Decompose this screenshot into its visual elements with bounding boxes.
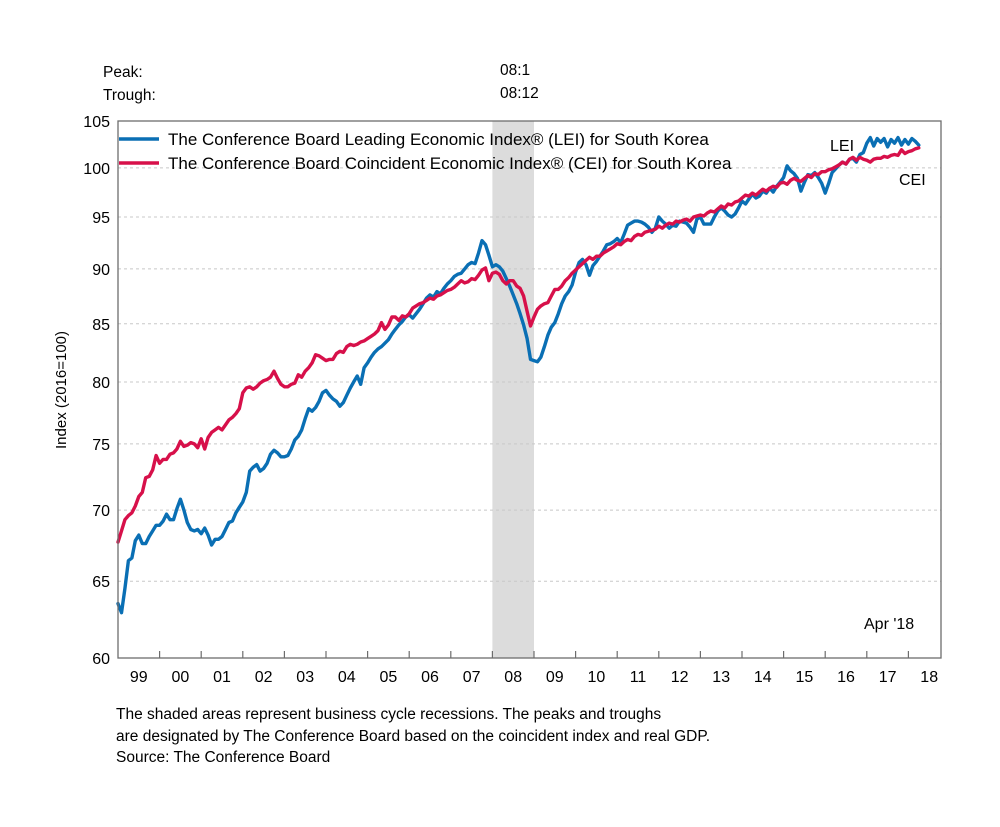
x-tick-label: 17 [879,669,897,686]
series-line-lei [116,135,921,615]
footnote-line: The shaded areas represent business cycl… [116,706,662,723]
y-tick-label: 70 [92,503,110,520]
x-tick-label: 04 [338,669,356,686]
recession-shading-group [492,121,534,658]
x-tick-label: 09 [546,669,564,686]
plot-frame [117,120,942,659]
y-tick-label: 75 [92,437,110,454]
x-tick-label: 18 [920,669,938,686]
x-tick-label: 07 [463,669,481,686]
footnote: The shaded areas represent business cycl… [116,704,710,769]
y-tick-label: 100 [83,161,110,178]
annotation-cei: CEI [899,172,926,189]
y-tick-label: 60 [92,651,110,668]
x-tick-label: 03 [296,669,314,686]
gridlines [118,167,941,582]
y-tick-label: 90 [92,262,110,279]
x-tick-label: 01 [213,669,231,686]
y-axis-tick-labels: 60 65 70 75 80 85 90 95 100 105 [83,114,110,668]
x-tick-label: 16 [837,669,855,686]
x-tick-label: 99 [130,669,148,686]
x-tick-label: 06 [421,669,439,686]
y-tick-label: 65 [92,574,110,591]
x-tick-label: 14 [754,669,772,686]
x-tick-label: 12 [671,669,689,686]
series-line-cei [116,146,921,544]
annotation-date: Apr '18 [864,616,914,633]
x-tick-label: 13 [712,669,730,686]
trough-label: Trough: [103,87,156,104]
peak-date: 08:1 [500,62,531,79]
footnote-line: are designated by The Conference Board b… [116,727,710,745]
x-tick-label: 08 [504,669,522,686]
footnote-line: Source: The Conference Board [116,749,331,766]
legend: The Conference Board Leading Economic In… [119,130,732,173]
y-tick-label: 80 [92,375,110,392]
y-tick-label: 105 [83,114,110,131]
x-tick-label: 05 [380,669,398,686]
trough-date: 08:12 [500,85,539,102]
y-axis-label: Index (2016=100) [53,331,70,449]
y-tick-label: 85 [92,317,110,334]
x-tick-label: 15 [796,669,814,686]
x-axis-tick-labels: 99 00 01 02 03 04 05 06 07 08 09 10 11 12 13 14 15 16 17 18 [130,669,938,686]
x-tick-label: 02 [255,669,273,686]
y-tick-label: 95 [92,210,110,227]
legend-label-lei: The Conference Board Leading Economic In… [168,130,709,149]
annotation-lei: LEI [830,138,854,155]
x-axis-ticks [159,651,910,658]
recession-shade [492,121,534,658]
peak-label: Peak: [103,64,143,81]
legend-label-cei: The Conference Board Coincident Economic… [168,154,732,173]
x-tick-label: 11 [630,669,647,686]
x-tick-label: 00 [172,669,190,686]
x-tick-label: 10 [588,669,606,686]
series-lines [116,135,921,615]
